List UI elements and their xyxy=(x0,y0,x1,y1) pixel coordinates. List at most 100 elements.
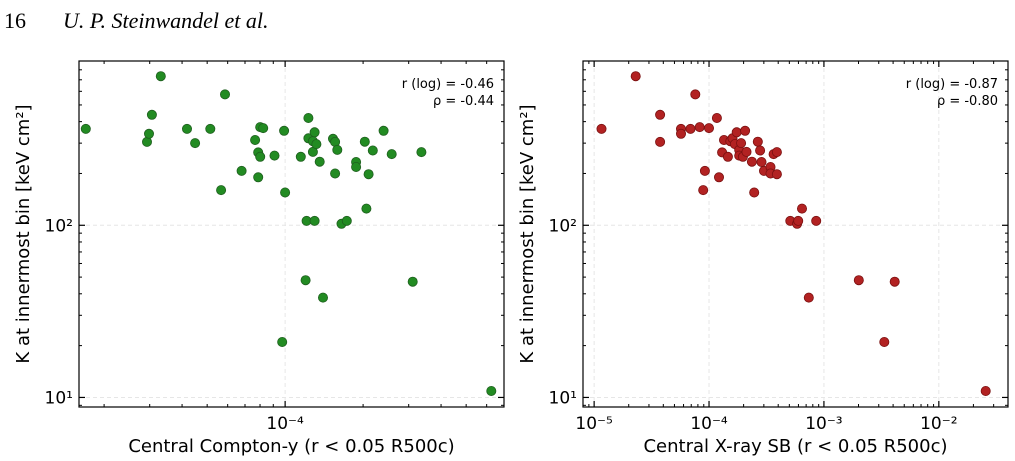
running-head-authors: U. P. Steinwandel et al. xyxy=(63,8,269,33)
chart-1-point-11 xyxy=(250,134,261,145)
chart-1-point-5 xyxy=(181,123,192,134)
chart-2-point-41 xyxy=(797,203,808,214)
chart-2-points xyxy=(596,71,991,396)
chart-2-point-36 xyxy=(771,169,782,180)
chart-2-point-26 xyxy=(741,146,752,157)
chart-1-point-30 xyxy=(311,139,322,150)
chart-1-stat-r: r (log) = -0.46 xyxy=(402,77,494,92)
chart-1-point-9 xyxy=(219,89,230,100)
chart-2-point-12 xyxy=(711,113,722,124)
chart-1-point-2 xyxy=(143,128,154,139)
chart-1-point-49 xyxy=(486,385,497,396)
chart-1-point-21 xyxy=(295,151,306,162)
chart-1-point-43 xyxy=(363,169,374,180)
chart-2-point-5 xyxy=(676,128,687,139)
chart-1-point-44 xyxy=(367,145,378,156)
chart-1: 10⁻⁴ 10¹ 10² r (log) = -0.46 ρ = -0.44 Centra… xyxy=(13,60,505,457)
chart-2-point-42 xyxy=(803,292,814,303)
chart-1-point-6 xyxy=(190,138,201,149)
chart-2-stat-rho: ρ = -0.80 xyxy=(937,94,998,109)
chart-2-point-44 xyxy=(853,275,864,286)
chart-1-point-13 xyxy=(253,172,264,183)
chart-1-xtick-label-0: 10⁻⁴ xyxy=(266,414,304,434)
chart-2-point-8 xyxy=(694,122,705,133)
chart-1-point-24 xyxy=(303,113,314,124)
chart-1-point-3 xyxy=(146,109,157,120)
chart-2-point-6 xyxy=(685,123,696,134)
chart-2-point-30 xyxy=(755,145,766,156)
chart-1-point-32 xyxy=(317,292,328,303)
chart-2-point-13 xyxy=(714,172,725,183)
chart-2-stat-r: r (log) = -0.87 xyxy=(906,77,998,92)
chart-2-point-1 xyxy=(630,71,641,82)
chart-2-point-45 xyxy=(879,336,890,347)
chart-1-point-19 xyxy=(279,125,290,136)
chart-1-point-38 xyxy=(341,215,352,226)
chart-1-point-0 xyxy=(80,123,91,134)
chart-1-point-27 xyxy=(309,127,320,138)
chart-2-ytick-label-1: 10² xyxy=(549,216,577,236)
chart-1-points xyxy=(80,71,497,396)
chart-1-ylabel: K at innermost bin [keV cm²] xyxy=(13,104,34,363)
chart-2-point-27 xyxy=(746,156,757,167)
chart-2-point-47 xyxy=(980,385,991,396)
chart-1-frame xyxy=(78,60,505,408)
chart-2-point-23 xyxy=(736,138,747,149)
chart-2-point-25 xyxy=(740,125,751,136)
chart-2-point-20 xyxy=(731,127,742,138)
chart-1-ytick-label-1: 10² xyxy=(45,216,73,236)
chart-1-point-34 xyxy=(330,168,341,179)
chart-2: 10⁻⁵ 10⁻⁴ 10⁻³ 10⁻² 10¹ 10² r (log) = -0.87 ρ =… xyxy=(517,60,1009,457)
chart-1-point-29 xyxy=(309,215,320,226)
chart-1-point-18 xyxy=(277,336,288,347)
chart-1-point-36 xyxy=(332,144,343,155)
chart-1-point-40 xyxy=(351,161,362,172)
chart-2-ylabel: K at innermost bin [keV cm²] xyxy=(517,104,538,363)
chart-1-point-4 xyxy=(155,71,166,82)
chart-1-point-17 xyxy=(269,150,280,161)
chart-1-point-20 xyxy=(280,187,291,198)
chart-2-point-7 xyxy=(690,89,701,100)
chart-2-point-29 xyxy=(752,136,763,147)
chart-2-point-40 xyxy=(793,215,804,226)
chart-2-xlabel: Central X-ray SB (r < 0.05 R500c) xyxy=(643,436,947,457)
chart-2-point-0 xyxy=(596,123,607,134)
chart-2-point-31 xyxy=(756,156,767,167)
chart-2-xtick-label-0: 10⁻⁵ xyxy=(575,414,612,434)
chart-1-point-10 xyxy=(236,165,247,176)
chart-1-point-47 xyxy=(407,276,418,287)
chart-1-point-7 xyxy=(205,123,216,134)
chart-1-point-23 xyxy=(300,275,311,286)
chart-2-xtick-label-1: 10⁻⁴ xyxy=(690,414,728,434)
chart-2-frame xyxy=(582,60,1009,408)
chart-1-ytick-label-0: 10¹ xyxy=(45,388,73,408)
page-number: 16 xyxy=(4,8,26,33)
chart-2-point-16 xyxy=(722,151,733,162)
chart-2-point-37 xyxy=(771,147,782,158)
chart-2-point-2 xyxy=(655,109,666,120)
chart-1-point-8 xyxy=(216,185,227,196)
chart-2-point-3 xyxy=(655,136,666,147)
chart-1-point-1 xyxy=(141,136,152,147)
chart-1-point-16 xyxy=(258,123,269,134)
chart-1-point-15 xyxy=(255,151,266,162)
chart-1-point-46 xyxy=(386,149,397,160)
page-header: 16 U. P. Steinwandel et al. xyxy=(0,0,1015,50)
chart-1-point-45 xyxy=(378,125,389,136)
chart-2-point-9 xyxy=(698,185,709,196)
chart-1-point-31 xyxy=(314,156,325,167)
chart-2-point-11 xyxy=(704,123,715,134)
chart-2-xtick-label-3: 10⁻² xyxy=(920,414,957,434)
chart-2-point-10 xyxy=(699,165,710,176)
chart-2-ytick-label-0: 10¹ xyxy=(549,388,577,408)
chart-2-point-43 xyxy=(811,215,822,226)
chart-2-point-46 xyxy=(889,276,900,287)
chart-1-stat-rho: ρ = -0.44 xyxy=(433,94,494,109)
chart-1-xlabel: Central Compton-y (r < 0.05 R500c) xyxy=(128,436,454,457)
chart-2-point-28 xyxy=(749,187,760,198)
chart-1-point-41 xyxy=(359,136,370,147)
chart-1-point-42 xyxy=(361,203,372,214)
chart-2-xtick-label-2: 10⁻³ xyxy=(805,414,842,434)
chart-1-point-48 xyxy=(416,147,427,158)
